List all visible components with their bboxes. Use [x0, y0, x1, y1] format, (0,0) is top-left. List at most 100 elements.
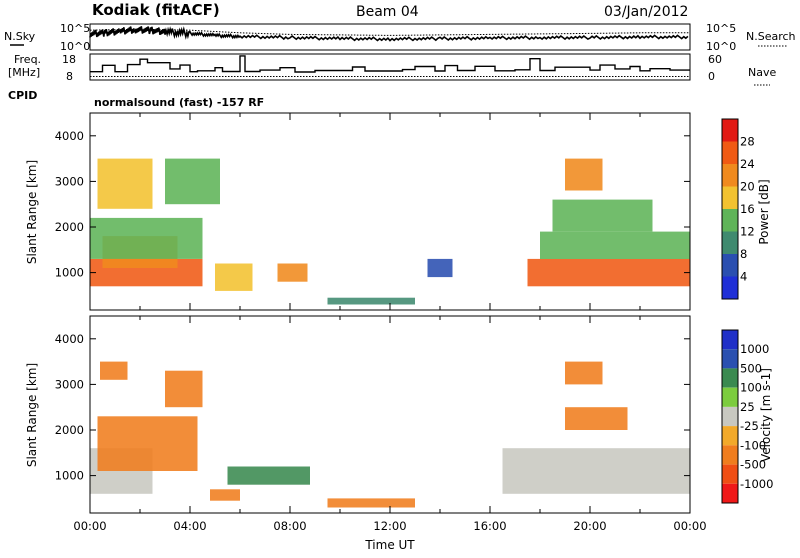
freq-ytick-top: 18 [62, 53, 76, 66]
freq-nave-panel: 18 8 60 0 [62, 53, 722, 83]
velocity-axes: 1000 2000 3000 4000 00:00 04:00 08:00 12:00 16:0… [55, 316, 707, 533]
nsearch-label: N.Search [746, 30, 796, 43]
velocity-cbar-frame [721, 329, 739, 504]
power-cbar-segment [722, 276, 738, 299]
power-cbar-tick: 28 [740, 135, 755, 149]
velocity-region-7 [502, 448, 690, 494]
noise-ytick-bottom-left: 10^0 [60, 40, 90, 53]
velocity-region-4 [210, 489, 240, 501]
velocity-cbar-segment [722, 368, 738, 388]
power-region-7 [327, 297, 415, 305]
power-cbar-tick: 24 [740, 157, 755, 171]
velocity-cbar-segment [722, 330, 738, 350]
velocity-region-8 [565, 407, 628, 430]
nave-ytick-top: 60 [708, 53, 722, 66]
ytick-label: 3000 [55, 377, 84, 391]
nsky-label: N.Sky [4, 30, 36, 43]
radar-title: Kodiak (fitACF) [92, 1, 220, 19]
xtick-label: 20:00 [573, 519, 606, 533]
power-cbar-segment [722, 209, 738, 232]
velocity-cbar-segment [722, 349, 738, 369]
power-region-9 [527, 258, 690, 287]
time-axis-label: Time UT [364, 538, 415, 552]
ytick-label: 3000 [55, 174, 84, 188]
ytick-label: 4000 [55, 129, 84, 143]
noise-panel: 10^5 10^0 10^5 10^0 [60, 22, 736, 53]
power-region-10 [540, 231, 690, 259]
velocity-ylabel: Slant Range [km] [25, 363, 39, 467]
power-region-4 [165, 158, 220, 205]
velocity-cbar-segment [722, 483, 738, 503]
velocity-cbar-tick: 100 [740, 381, 762, 395]
power-cbar-label: Power [dB] [757, 179, 771, 244]
power-region-2 [90, 217, 203, 259]
freq-unit-label: [MHz] [8, 66, 40, 79]
velocity-region-9 [565, 361, 603, 385]
power-ylabel: Slant Range [km] [25, 160, 39, 264]
cpid-label: CPID [8, 89, 37, 102]
velocity-data-layer [90, 361, 690, 508]
mode-text: normalsound (fast) -157 RF [94, 96, 264, 109]
power-cbar-segment [722, 164, 738, 187]
power-axes: 1000 2000 3000 4000 [55, 113, 691, 310]
ytick-label: 2000 [55, 423, 84, 437]
power-cbar-segment [722, 231, 738, 254]
freq-label: Freq. [14, 53, 41, 66]
velocity-region-2 [100, 361, 128, 380]
velocity-cbar-label: Velocity [m s-1] [759, 368, 773, 462]
freq-series-line [90, 55, 690, 73]
power-cbar-tick: 4 [740, 270, 747, 284]
ytick-label: 4000 [55, 332, 84, 346]
velocity-region-5 [227, 466, 310, 485]
velocity-cbar-tick: -25 [740, 419, 759, 433]
velocity-cbar-tick: -1000 [740, 477, 773, 491]
noise-ytick-top-right: 10^5 [706, 22, 736, 35]
power-data-layer [90, 158, 690, 305]
power-region-6 [277, 263, 308, 282]
xtick-label: 00:00 [73, 519, 106, 533]
power-region-8 [427, 258, 453, 278]
power-region-5 [215, 263, 253, 291]
noise-ytick-bottom-right: 10^0 [706, 40, 736, 53]
power-cbar-tick: 20 [740, 180, 755, 194]
power-cbar-tick: 8 [740, 247, 747, 261]
power-cbar-frame [721, 118, 739, 300]
power-cbar-segment [722, 186, 738, 209]
velocity-cbar-tick: -500 [740, 458, 766, 472]
noise-ytick-top-left: 10^5 [60, 22, 90, 35]
power-region-3 [97, 158, 153, 209]
velocity-cbar-segment [722, 387, 738, 407]
velocity-cbar-segment [722, 464, 738, 484]
nave-ytick-bottom: 0 [708, 70, 715, 83]
power-region-11 [552, 199, 653, 232]
velocity-region-1 [97, 416, 198, 471]
velocity-cbar-tick: -100 [740, 438, 766, 452]
xtick-label: 00:00 [673, 519, 706, 533]
power-colorbar: 4 8 12 16 20 24 28 [721, 118, 755, 300]
nave-label: Nave [748, 66, 776, 79]
power-cbar-segment [722, 141, 738, 164]
xtick-label: 04:00 [173, 519, 206, 533]
power-panel: 1000 2000 3000 4000 Slant Range [km] [25, 112, 691, 311]
power-cbar-segment [722, 119, 738, 142]
velocity-cbar-tick: 25 [740, 400, 755, 414]
velocity-cbar-segment [722, 426, 738, 446]
power-cbar-tick: 12 [740, 225, 755, 239]
freq-ytick-bottom: 8 [66, 70, 73, 83]
velocity-cbar-tick: 1000 [740, 342, 769, 356]
velocity-panel: 1000 2000 3000 4000 00:00 04:00 08:00 12:00 16:0… [25, 315, 707, 552]
ytick-label: 1000 [55, 469, 84, 483]
date-label: 03/Jan/2012 [604, 4, 688, 20]
power-region-12 [565, 158, 603, 191]
velocity-cbar-segment [722, 445, 738, 465]
xtick-label: 16:00 [473, 519, 506, 533]
xtick-label: 08:00 [273, 519, 306, 533]
velocity-cbar-tick: 500 [740, 361, 762, 375]
power-cbar-tick: 16 [740, 202, 755, 216]
nsky-series-line [89, 26, 689, 42]
power-cbar-segment [722, 254, 738, 277]
velocity-cbar-segment [722, 406, 738, 427]
nsearch-series-line [89, 28, 690, 36]
beam-label: Beam 04 [356, 4, 419, 20]
velocity-region-6 [327, 498, 415, 508]
